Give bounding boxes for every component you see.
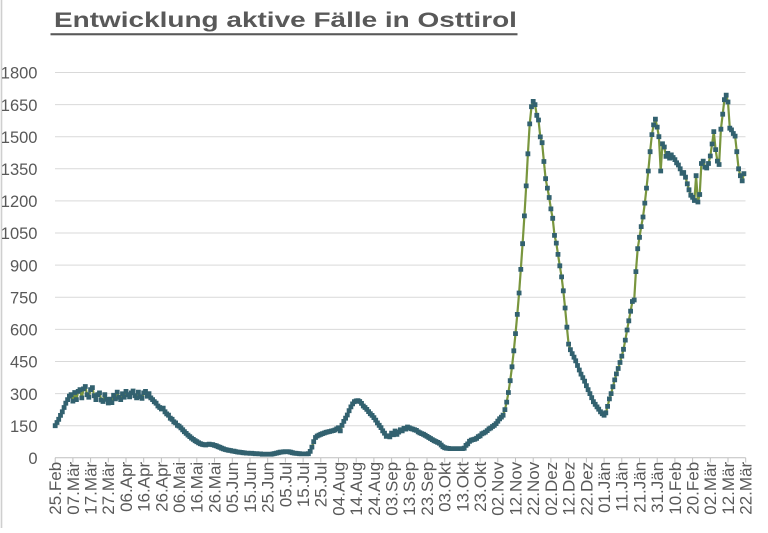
svg-text:1050: 1050 (1, 225, 38, 243)
svg-text:14.Aug: 14.Aug (347, 462, 366, 516)
svg-text:23.Okt: 23.Okt (471, 462, 490, 512)
svg-text:11.Jän: 11.Jän (613, 462, 632, 512)
svg-text:13.Sep: 13.Sep (400, 462, 419, 516)
svg-text:17.Mär: 17.Mär (82, 461, 101, 514)
svg-text:24.Aug: 24.Aug (365, 462, 384, 516)
svg-text:150: 150 (10, 418, 38, 436)
svg-text:05.Jul: 05.Jul (276, 462, 295, 507)
svg-text:20.Feb: 20.Feb (684, 462, 703, 515)
svg-text:21.Jän: 21.Jän (630, 462, 649, 513)
svg-text:0: 0 (28, 450, 37, 468)
svg-text:06.Apr: 06.Apr (117, 461, 136, 511)
svg-text:02.Nov: 02.Nov (489, 461, 508, 515)
svg-text:05.Jun: 05.Jun (223, 462, 242, 513)
svg-text:04.Aug: 04.Aug (329, 462, 348, 516)
svg-text:22.Mär: 22.Mär (737, 461, 756, 514)
svg-text:25.Jun: 25.Jun (259, 462, 278, 513)
svg-text:03.Sep: 03.Sep (383, 462, 402, 516)
svg-text:10.Feb: 10.Feb (666, 462, 685, 515)
svg-text:Entwicklung aktive Fälle in Os: Entwicklung aktive Fälle in Osttirol (54, 9, 517, 32)
svg-text:900: 900 (10, 257, 38, 275)
svg-text:450: 450 (10, 354, 38, 372)
svg-text:01.Jän: 01.Jän (595, 462, 614, 513)
svg-text:03.Okt: 03.Okt (436, 462, 455, 512)
svg-text:12.Dez: 12.Dez (560, 462, 579, 516)
svg-text:300: 300 (10, 386, 38, 404)
svg-text:26.Mai: 26.Mai (205, 462, 224, 513)
svg-text:750: 750 (10, 290, 38, 308)
svg-text:1350: 1350 (1, 161, 38, 179)
svg-text:15.Jul: 15.Jul (294, 462, 313, 507)
svg-text:16.Mai: 16.Mai (188, 462, 207, 513)
svg-text:06.Mai: 06.Mai (170, 462, 189, 513)
svg-text:26.Apr: 26.Apr (152, 461, 171, 511)
svg-text:22.Nov: 22.Nov (524, 461, 543, 515)
svg-text:27.Mär: 27.Mär (99, 461, 118, 514)
svg-text:13.Okt: 13.Okt (453, 462, 472, 512)
svg-text:15.Jun: 15.Jun (241, 462, 260, 513)
svg-text:12.Nov: 12.Nov (506, 461, 525, 515)
svg-text:1500: 1500 (1, 129, 38, 147)
svg-text:1650: 1650 (1, 97, 38, 115)
svg-text:25.Feb: 25.Feb (46, 462, 65, 515)
svg-text:07.Mär: 07.Mär (64, 461, 83, 514)
svg-text:22.Dez: 22.Dez (577, 462, 596, 516)
svg-text:12.Mär: 12.Mär (719, 461, 738, 514)
svg-text:23.Sep: 23.Sep (418, 462, 437, 516)
svg-text:02.Mär: 02.Mär (701, 461, 720, 514)
svg-text:16.Apr: 16.Apr (135, 461, 154, 511)
svg-text:600: 600 (10, 322, 38, 340)
svg-text:1200: 1200 (1, 193, 38, 211)
svg-text:25.Jul: 25.Jul (312, 462, 331, 507)
svg-text:02.Dez: 02.Dez (542, 462, 561, 516)
svg-text:1800: 1800 (1, 65, 38, 83)
svg-text:31.Jän: 31.Jän (648, 462, 667, 513)
